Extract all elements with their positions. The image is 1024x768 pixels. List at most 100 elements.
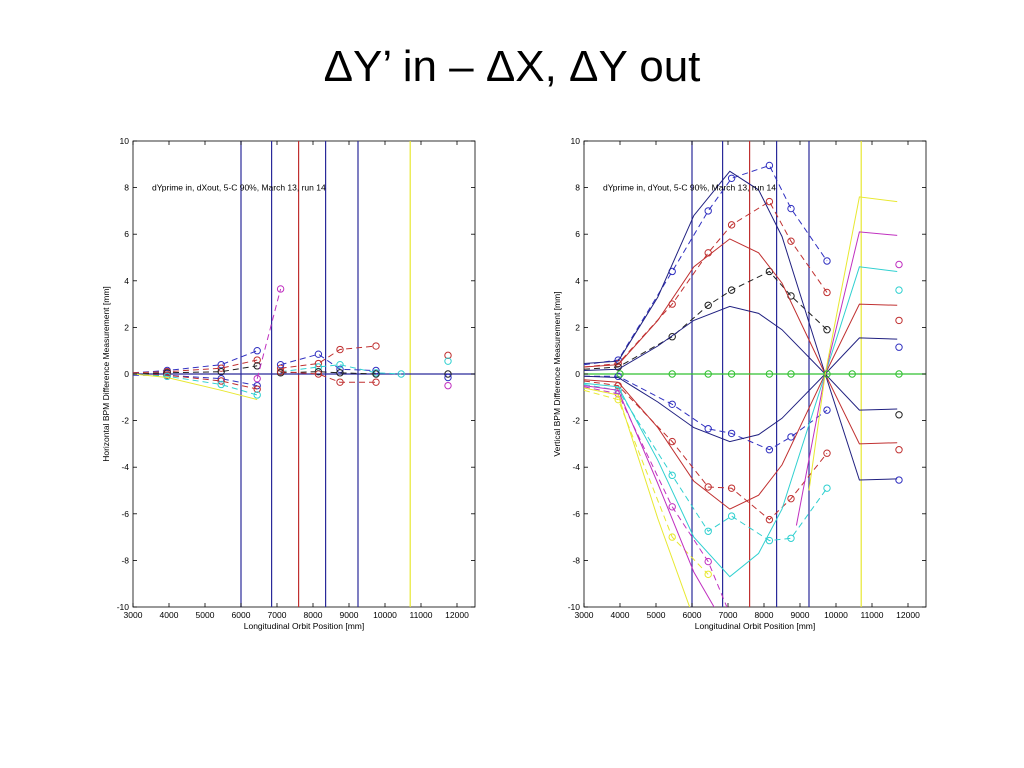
y-tick-label: -2 <box>572 416 580 426</box>
data-point <box>823 288 831 297</box>
data-point <box>668 533 676 541</box>
data-point <box>314 363 323 371</box>
y-tick-label: -2 <box>121 416 129 426</box>
x-tick-label: 11000 <box>860 610 883 620</box>
data-point <box>276 360 285 369</box>
series-line <box>584 303 898 510</box>
data-point <box>217 364 225 372</box>
x-tick-label: 12000 <box>896 610 920 620</box>
data-point <box>787 494 795 503</box>
horizontal-bpm-chart: 3000 4000 5000 6000 7000 8000 9000 10000 11000 12… <box>101 136 476 631</box>
series-line <box>133 373 258 401</box>
data-point <box>444 370 452 378</box>
x-tick-label: 6000 <box>683 610 702 620</box>
x-tick-label: 3000 <box>575 610 594 620</box>
series-line <box>584 200 828 368</box>
x-tick-label: 7000 <box>719 610 738 620</box>
data-point <box>372 378 380 386</box>
data-point <box>397 370 405 378</box>
y-tick-label: 2 <box>575 322 580 332</box>
series-line <box>280 345 377 369</box>
data-point <box>787 237 795 245</box>
data-point <box>787 534 795 542</box>
y-tick-label: -4 <box>121 462 129 472</box>
x-tick-label: 6000 <box>232 610 251 620</box>
data-point <box>253 391 261 399</box>
series-line <box>133 350 258 374</box>
zero-marker <box>895 370 903 378</box>
y-tick-label: 6 <box>575 229 580 239</box>
data-point <box>704 207 712 215</box>
x-tick-label: 10000 <box>824 610 848 620</box>
y-axis-label: Horizontal BPM Difference Measurement [m… <box>101 286 111 462</box>
data-point <box>895 343 903 351</box>
data-point <box>895 316 903 325</box>
data-point <box>372 370 380 378</box>
data-point <box>895 476 903 484</box>
data-point <box>217 360 225 369</box>
data-point <box>895 286 903 294</box>
zero-marker <box>787 370 795 378</box>
data-point <box>444 351 452 360</box>
data-point <box>704 557 712 566</box>
data-point <box>444 357 452 365</box>
x-axis-label: Longitudinal Orbit Position [mm] <box>695 621 815 631</box>
y-tick-label: 4 <box>575 276 580 286</box>
y-tick-label: 8 <box>124 183 129 193</box>
data-point <box>823 449 831 457</box>
zero-marker <box>616 370 624 378</box>
data-point <box>727 512 736 520</box>
series-line <box>133 373 258 390</box>
x-tick-label: 8000 <box>304 610 323 620</box>
data-point <box>668 471 676 480</box>
data-point <box>276 367 285 376</box>
series-line <box>795 231 898 526</box>
data-point <box>727 174 736 182</box>
zero-marker <box>848 370 856 378</box>
data-point <box>787 433 795 441</box>
series-line <box>584 170 898 481</box>
data-point <box>336 365 344 374</box>
data-point <box>314 359 323 368</box>
data-point <box>765 197 774 206</box>
y-tick-label: 4 <box>124 276 129 286</box>
x-tick-label: 7000 <box>268 610 287 620</box>
y-tick-label: 2 <box>124 322 129 332</box>
data-point <box>217 374 225 383</box>
chart-annotation: dYprime in, dXout, 5-C 90%, March 13, ru… <box>152 183 326 193</box>
zero-marker <box>704 370 712 378</box>
data-point <box>704 301 712 309</box>
series-line <box>584 387 691 607</box>
slide-title: ΔY’ in – ΔX, ΔY out <box>323 42 701 91</box>
data-point <box>895 446 903 454</box>
series-line <box>256 288 282 379</box>
y-tick-label: 0 <box>124 369 129 379</box>
series-line <box>584 270 828 370</box>
data-point <box>668 437 676 446</box>
x-tick-label: 4000 <box>160 610 179 620</box>
x-tick-label: 8000 <box>755 610 774 620</box>
x-tick-label: 11000 <box>409 610 432 620</box>
data-point <box>336 369 344 377</box>
data-point <box>765 446 774 454</box>
y-tick-label: -6 <box>121 509 129 519</box>
data-point <box>217 377 225 385</box>
series-line <box>584 380 828 521</box>
series-line <box>584 238 898 445</box>
data-point <box>372 342 380 350</box>
data-point <box>163 372 171 381</box>
x-tick-label: 5000 <box>647 610 666 620</box>
plot-area <box>133 141 475 607</box>
data-point <box>253 374 261 383</box>
data-point <box>314 370 323 378</box>
y-tick-label: 10 <box>571 136 581 146</box>
data-point <box>765 536 774 545</box>
zero-marker <box>823 370 831 378</box>
x-tick-label: 5000 <box>196 610 215 620</box>
plot-area <box>584 141 926 607</box>
data-point <box>765 515 774 524</box>
y-tick-label: -6 <box>572 509 580 519</box>
series-line <box>584 385 715 607</box>
series-line <box>280 364 402 375</box>
data-point <box>895 411 903 419</box>
